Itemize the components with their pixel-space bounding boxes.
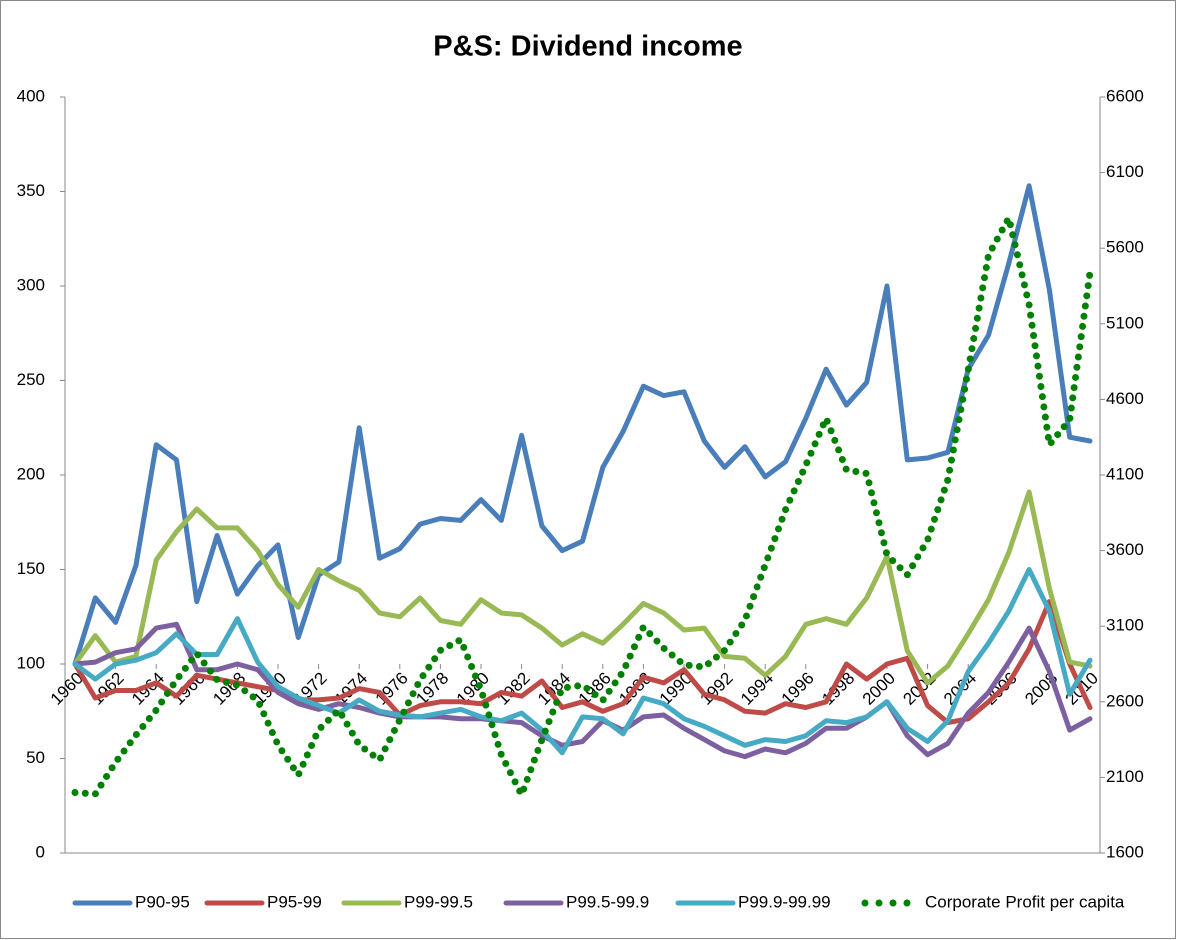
y-tick-label: 300: [17, 275, 45, 294]
legend-label: P99.5-99.9: [566, 892, 649, 911]
y-tick-label: 150: [17, 559, 45, 578]
legend-label: P99-99.5: [404, 892, 473, 911]
y-tick-label: 250: [17, 370, 45, 389]
series-line: [72, 567, 1093, 756]
series-line: [71, 214, 1094, 799]
y-tick-label: 350: [17, 181, 45, 200]
y2-tick-label: 5100: [1106, 313, 1144, 332]
y2-tick-label: 2600: [1106, 691, 1144, 710]
legend-label: Corporate Profit per capita: [925, 892, 1125, 911]
y-tick-label: 0: [36, 842, 45, 861]
y-tick-label: 50: [26, 748, 45, 767]
y2-tick-label: 5600: [1106, 238, 1144, 257]
y-tick-label: 100: [17, 653, 45, 672]
series-line: [72, 621, 1093, 760]
legend-label: P95-99: [267, 892, 322, 911]
series-line: [72, 183, 1093, 667]
series-line: [72, 489, 1093, 686]
y2-tick-label: 6600: [1106, 86, 1144, 105]
series-line: [72, 599, 1093, 726]
y2-tick-label: 1600: [1106, 842, 1144, 861]
y2-tick-label: 4600: [1106, 389, 1144, 408]
y2-tick-label: 3100: [1106, 616, 1144, 635]
y-tick-label: 200: [17, 464, 45, 483]
legend-label: P99.9-99.99: [738, 892, 831, 911]
y2-tick-label: 4100: [1106, 464, 1144, 483]
y-tick-label: 400: [17, 86, 45, 105]
y2-tick-label: 3600: [1106, 540, 1144, 559]
legend-label: P90-95: [135, 892, 190, 911]
y2-tick-label: 6100: [1106, 162, 1144, 181]
y2-tick-label: 2100: [1106, 767, 1144, 786]
chart-title: P&S: Dividend income: [433, 31, 742, 63]
